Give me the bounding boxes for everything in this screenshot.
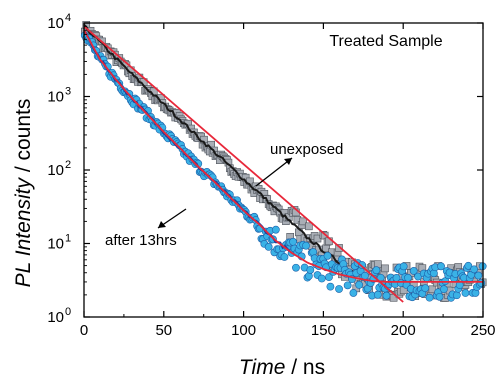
x-tick-label: 200 (391, 322, 416, 339)
x-tick-label: 0 (80, 322, 88, 339)
data-point (409, 267, 418, 275)
data-point (280, 253, 289, 261)
data-point (373, 290, 382, 299)
data-point (474, 271, 483, 280)
data-point (381, 264, 389, 273)
data-point (323, 251, 332, 260)
data-point (306, 266, 315, 274)
data-point (358, 261, 366, 269)
data-point (404, 273, 412, 282)
y-tick-base: 10 (47, 236, 64, 253)
data-point (452, 291, 461, 300)
data-point (349, 289, 358, 297)
data-point (425, 293, 434, 302)
data-point (326, 282, 335, 291)
y-axis-title: PL Intensity / counts (12, 99, 35, 288)
x-tick-label: 250 (470, 322, 495, 339)
data-point (299, 217, 307, 226)
data-point (305, 222, 313, 231)
fit-line-after-13hrs (83, 29, 483, 283)
y-tick-label: 10 (47, 309, 64, 326)
annotation-unexposed: unexposed (270, 141, 343, 158)
annotations: unexposed after 13hrs (105, 141, 343, 249)
data-point (317, 274, 326, 283)
annotation-after-13hrs: after 13hrs (105, 232, 177, 249)
data-point (372, 266, 381, 275)
data-point (289, 237, 297, 246)
x-axis-title-italic: Time (239, 356, 285, 379)
data-point (355, 280, 364, 289)
y-axis-title-units: / counts (12, 99, 35, 178)
y-tick-exponent: 0 (65, 306, 71, 318)
x-tick-label: 50 (155, 322, 172, 339)
data-point (435, 292, 444, 301)
y-tick-exponent: 4 (65, 12, 71, 24)
x-tick-label: 100 (231, 322, 256, 339)
y-tick-label: 10 (47, 89, 64, 106)
y-tick-base: 10 (47, 15, 64, 32)
data-point (325, 273, 333, 282)
data-point (421, 284, 430, 293)
y-tick-exponent: 2 (65, 159, 71, 171)
data-point (439, 285, 448, 294)
data-point (399, 262, 408, 271)
data-point (470, 265, 478, 274)
data-point (464, 261, 473, 270)
x-tick-label: 150 (311, 322, 336, 339)
y-tick-base: 10 (47, 309, 64, 326)
data-point (360, 271, 369, 280)
annotation-unexposed-arrow (255, 157, 293, 187)
data-point (461, 289, 470, 297)
y-tick-label: 10 (47, 236, 64, 253)
data-marks (80, 21, 487, 302)
data-point (335, 244, 343, 252)
y-tick-exponent: 1 (65, 233, 71, 245)
chart-title: Treated Sample (329, 33, 442, 50)
series-unexposed-trace (83, 23, 356, 274)
data-point (335, 285, 343, 293)
x-axis-title: Time / ns (239, 356, 325, 379)
data-point (477, 279, 486, 287)
x-axis-title-units: / ns (285, 356, 325, 379)
series-after-13hrs-markers (80, 29, 487, 302)
annotation-unexposed-arrowhead (284, 158, 292, 165)
data-point (302, 241, 310, 250)
annotation-after-13hrs-arrowhead (158, 221, 166, 228)
data-point (271, 225, 280, 234)
y-tick-base: 10 (47, 162, 64, 179)
fit-line-unexposed (83, 25, 404, 303)
fit-lines (83, 25, 483, 303)
y-tick-base: 10 (47, 89, 64, 106)
y-tick-label: 10 (47, 162, 64, 179)
data-point (343, 281, 352, 290)
y-axis-title-italic: PL Intensity (12, 177, 35, 288)
data-point (382, 291, 391, 300)
y-tick-label: 10 (47, 15, 64, 32)
data-point (264, 243, 273, 251)
data-point (437, 262, 445, 271)
y-tick-exponent: 3 (65, 86, 71, 98)
data-point (292, 263, 300, 272)
